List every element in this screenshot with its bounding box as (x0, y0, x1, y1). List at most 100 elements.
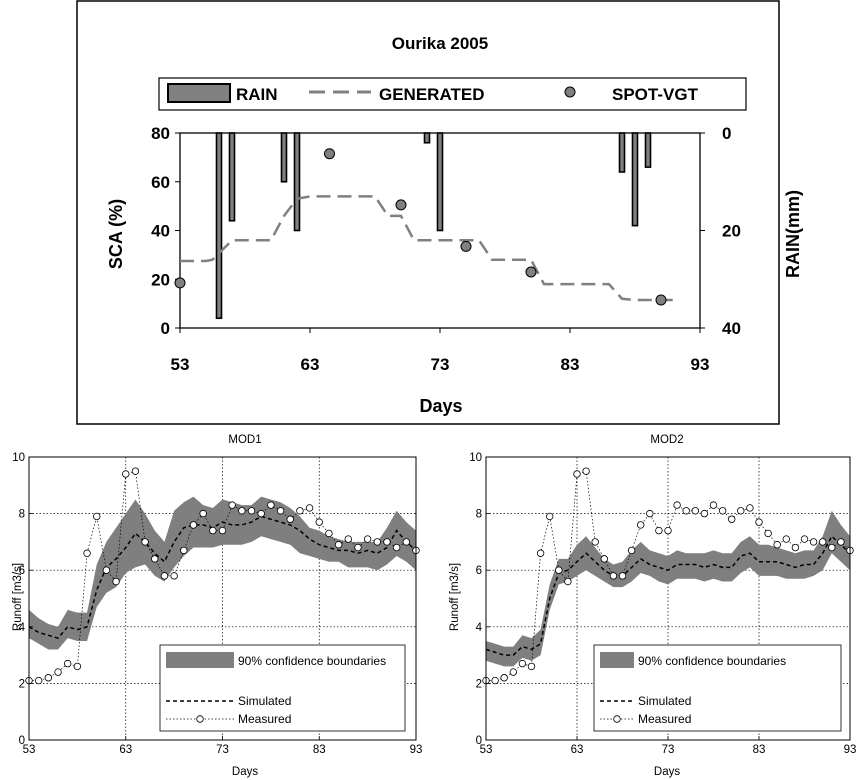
spot-vgt-point (324, 148, 335, 160)
mod2-measured-point (491, 676, 499, 685)
mod1-legend-label-simulated: Simulated (238, 694, 291, 708)
top-chart-frame (76, 0, 780, 425)
mod2-plot-area: 0 2 4 6 8 10 53 63 73 83 93 (469, 452, 856, 756)
mod1-measured-point (286, 515, 294, 523)
mod2-measured-point (837, 538, 845, 546)
top-plot-area: 0 20 40 60 80 0 20 40 53 63 73 83 93 (151, 124, 741, 374)
mod2-measured-point (591, 538, 599, 546)
mod1-measured-point (34, 676, 43, 685)
mod2-measured-point (546, 512, 554, 521)
mod1-measured-point (305, 504, 314, 512)
top-y2-tick-label: 40 (722, 319, 741, 338)
mod1-x-tick-label: 53 (23, 744, 36, 756)
mod2-x-tick-label: 73 (662, 744, 675, 756)
mod1-y-tick-label: 2 (19, 678, 25, 690)
top-x-tick-label: 73 (431, 355, 450, 374)
mod2-legend-box (593, 644, 842, 732)
mod1-chart: MOD1 0 2 4 6 8 10 53 63 73 83 93 Runoff [m3/s] Day… (12, 434, 422, 778)
spot-vgt-point (395, 199, 407, 211)
top-y-tick-label: 20 (151, 270, 170, 289)
mod1-measured-point (209, 526, 217, 535)
mod1-plot-area: 0 2 4 6 8 10 53 63 73 83 93 (12, 452, 422, 756)
mod1-measured-point (218, 526, 227, 535)
mod1-measured-point (392, 543, 401, 552)
mod1-y-tick-label: 4 (19, 622, 26, 634)
mod1-legend-swatch-band (166, 652, 234, 668)
mod2-measured-point (664, 526, 672, 535)
top-legend: RAIN GENERATED SPOT-VGT (158, 77, 747, 111)
top-y2-axis-label: RAIN(mm) (783, 190, 803, 278)
mod1-y-tick-label: 6 (19, 565, 25, 577)
mod2-measured-point (555, 566, 563, 574)
mod2-measured-point (773, 541, 781, 549)
mod2-x-tick-label: 53 (480, 744, 493, 756)
mod1-simulated-line (28, 515, 417, 639)
mod1-measured-point (296, 507, 304, 515)
mod1-measured-point (131, 467, 140, 475)
mod2-measured-point (500, 674, 508, 682)
mod2-legend: 90% confidence boundaries Simulated Meas… (593, 644, 842, 732)
mod1-y-tick-label: 0 (19, 735, 25, 747)
mod1-measured-point (151, 555, 159, 563)
mod2-measured-point (746, 504, 754, 512)
mod2-measured-point (764, 529, 772, 538)
mod2-y-tick-label: 4 (476, 622, 483, 634)
mod1-x-tick-label: 93 (410, 744, 423, 756)
mod1-measured-point (238, 507, 246, 515)
top-y-tick-label: 40 (151, 222, 170, 241)
mod1-legend-label-measured: Measured (238, 712, 291, 726)
mod2-measured-point (582, 467, 590, 475)
mod2-y-tick-label: 10 (469, 452, 482, 464)
mod2-measured-point (700, 509, 709, 518)
rain-bar (228, 132, 236, 222)
mod1-measured-point (354, 543, 362, 552)
mod1-measured-point (199, 509, 207, 518)
top-x-axis-label: Days (419, 396, 462, 416)
mod2-measured-point (691, 507, 699, 515)
mod1-measured-point (402, 538, 411, 546)
mod2-measured-point (573, 470, 581, 478)
mod2-measured-point (655, 526, 663, 535)
mod2-measured-point (828, 543, 836, 552)
mod2-legend-label-simulated: Simulated (638, 694, 691, 708)
mod2-measured-point (682, 507, 690, 515)
mod2-measured-point (509, 668, 517, 676)
spot-vgt-point (460, 240, 472, 252)
mod2-legend-marker-measured (613, 715, 621, 723)
mod1-measured-point (73, 662, 82, 671)
mod1-legend-marker-measured (196, 715, 204, 723)
mod2-x-tick-label: 93 (844, 744, 857, 756)
top-x-tick-label: 93 (691, 355, 710, 374)
mod1-measured-point (228, 501, 236, 509)
mod2-measured-point (673, 501, 681, 509)
mod1-measured-point (315, 518, 323, 526)
mod1-measured-point (373, 538, 381, 546)
mod2-measured-point (609, 572, 618, 580)
mod2-title: MOD2 (650, 434, 683, 446)
mod1-measured-point (44, 674, 53, 682)
mod2-measured-point (527, 662, 536, 671)
rain-bar (423, 132, 431, 144)
mod1-measured-point (276, 507, 285, 515)
mod1-y-axis-label: Runoff [m3/s] (12, 563, 24, 631)
mod2-measured-point (737, 507, 745, 515)
mod2-confidence-band (486, 510, 850, 667)
mod2-y-tick-label: 0 (476, 735, 482, 747)
mod1-measured-point (180, 546, 188, 555)
mod2-y-tick-label: 6 (476, 565, 482, 577)
mod2-y-axis-label: Runoff [m3/s] (449, 563, 461, 631)
top-x-tick-label: 63 (301, 355, 320, 374)
mod2-measured-point (564, 577, 572, 586)
spot-vgt-point (525, 266, 537, 278)
mod2-y-tick-label: 2 (476, 678, 482, 690)
top-y2-tick-label: 0 (722, 124, 731, 143)
legend-label-spot: SPOT-VGT (612, 85, 699, 104)
mod1-measured-point (383, 538, 391, 546)
mod2-measured-point (600, 555, 608, 563)
mod2-measured-point (637, 521, 645, 529)
mod1-y-tick-label: 8 (19, 509, 25, 521)
rain-bar (293, 132, 301, 232)
mod2-x-tick-label: 83 (753, 744, 766, 756)
mod1-measured-point (112, 577, 120, 586)
mod1-measured-point (122, 470, 130, 478)
